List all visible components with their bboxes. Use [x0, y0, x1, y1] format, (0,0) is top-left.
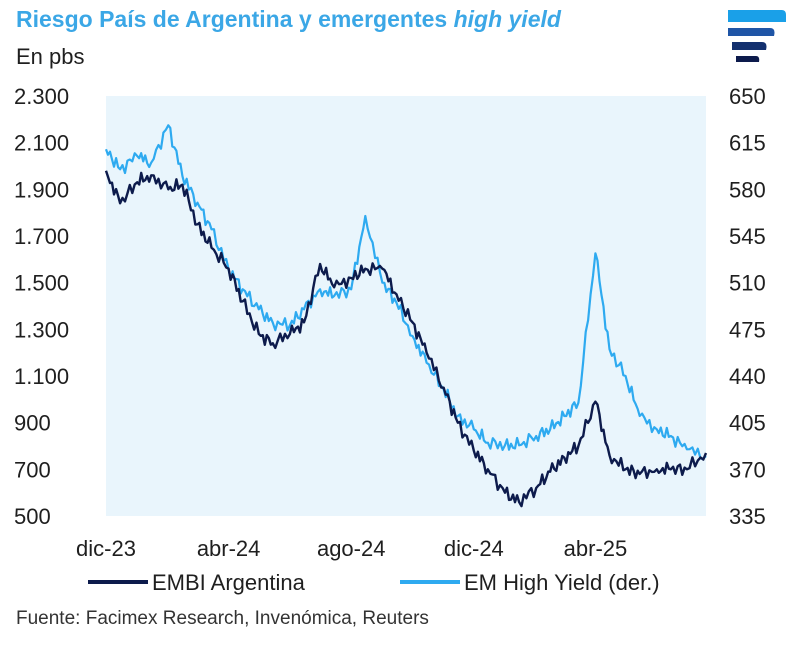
y-left-tick-label: 1.500 [14, 271, 69, 296]
brand-stripes-icon [728, 10, 786, 62]
y-left-tick-label: 1.100 [14, 364, 69, 389]
legend-label-embi-argentina: EMBI Argentina [152, 570, 306, 595]
x-tick-label: abr-25 [564, 536, 628, 561]
y-right-tick-label: 580 [729, 177, 766, 202]
x-tick-label: dic-24 [444, 536, 504, 561]
y-right-tick-label: 405 [729, 411, 766, 436]
y-left-tick-label: 2.300 [14, 84, 69, 109]
unit-label: En pbs [16, 44, 85, 69]
series-line-em-high-yield [104, 124, 707, 460]
y-right-tick-label: 615 [729, 131, 766, 156]
x-tick-label: dic-23 [76, 536, 136, 561]
y-left-tick-label: 2.100 [14, 131, 69, 156]
source-note: Fuente: Facimex Research, Invenómica, Re… [16, 608, 429, 629]
chart-title: Riesgo País de Argentina y emergentes hi… [16, 6, 561, 32]
y-left-tick-label: 1.900 [14, 177, 69, 202]
y-right-tick-label: 475 [729, 317, 766, 342]
y-right-tick-label: 335 [729, 504, 766, 529]
y-right-tick-label: 650 [729, 84, 766, 109]
y-right-tick-label: 510 [729, 271, 766, 296]
y-left-tick-label: 700 [14, 457, 51, 482]
series-line-embi-argentina [104, 170, 708, 508]
y-right-tick-label: 545 [729, 224, 766, 249]
y-left-tick-label: 900 [14, 411, 51, 436]
x-tick-label: ago-24 [317, 536, 386, 561]
legend-label-em-high-yield: EM High Yield (der.) [464, 570, 660, 595]
plot-area [106, 96, 706, 516]
y-left-tick-label: 1.700 [14, 224, 69, 249]
x-tick-label: abr-24 [197, 536, 261, 561]
y-right-tick-label: 440 [729, 364, 766, 389]
legend: EMBI Argentina EM High Yield (der.) [88, 570, 660, 595]
y-right-tick-label: 370 [729, 457, 766, 482]
y-left-tick-label: 1.300 [14, 317, 69, 342]
y-left-tick-label: 500 [14, 504, 51, 529]
